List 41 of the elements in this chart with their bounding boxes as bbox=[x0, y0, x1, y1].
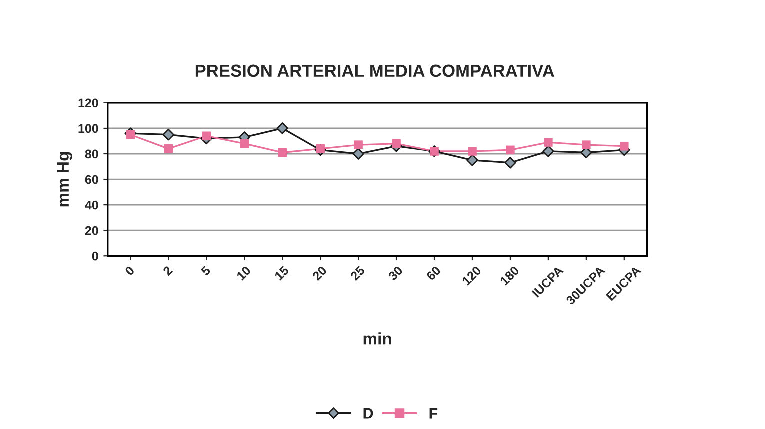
y-tick-label: 60 bbox=[85, 175, 98, 184]
point bbox=[468, 147, 477, 156]
x-tick-label: 2 bbox=[162, 266, 174, 276]
point bbox=[582, 140, 591, 150]
point bbox=[620, 142, 629, 151]
point bbox=[164, 144, 174, 154]
x-tick-label: 180 bbox=[500, 266, 520, 286]
legend-label: D bbox=[364, 408, 374, 419]
point bbox=[202, 132, 212, 141]
chart-title: PRESION ARTERIAL MEDIA COMPARATIVA bbox=[196, 64, 554, 78]
point bbox=[392, 139, 401, 148]
y-tick-label: 20 bbox=[85, 226, 98, 236]
y-axis-title: mm Hg bbox=[57, 152, 72, 207]
point bbox=[506, 146, 515, 155]
x-tick-label: 5 bbox=[200, 266, 212, 276]
point bbox=[126, 130, 136, 140]
y-tick-label: 80 bbox=[85, 150, 98, 159]
x-tick-label: 60 bbox=[426, 266, 442, 282]
point bbox=[354, 140, 363, 150]
point bbox=[542, 146, 554, 158]
x-tick-label: 15 bbox=[274, 266, 290, 281]
point bbox=[466, 154, 478, 166]
y-tick-label: 0 bbox=[92, 252, 98, 261]
x-tick-label: 10 bbox=[236, 266, 252, 281]
x-tick-label: 25 bbox=[350, 266, 366, 282]
y-tick-label: 120 bbox=[78, 98, 98, 108]
x-axis-title: min bbox=[364, 332, 392, 345]
point bbox=[276, 122, 288, 134]
legend-label: F bbox=[430, 408, 438, 419]
point bbox=[278, 148, 287, 158]
y-tick-label: 40 bbox=[85, 200, 98, 210]
x-tick-label: 120 bbox=[462, 266, 482, 286]
x-tick-label: 0 bbox=[124, 266, 136, 276]
point bbox=[162, 128, 175, 141]
x-tick-label: 30 bbox=[388, 266, 404, 282]
y-tick-label: 100 bbox=[78, 124, 98, 134]
x-tick-label: 20 bbox=[312, 266, 328, 282]
point bbox=[504, 157, 516, 169]
point bbox=[240, 139, 249, 148]
point bbox=[352, 148, 364, 160]
point bbox=[544, 138, 553, 147]
